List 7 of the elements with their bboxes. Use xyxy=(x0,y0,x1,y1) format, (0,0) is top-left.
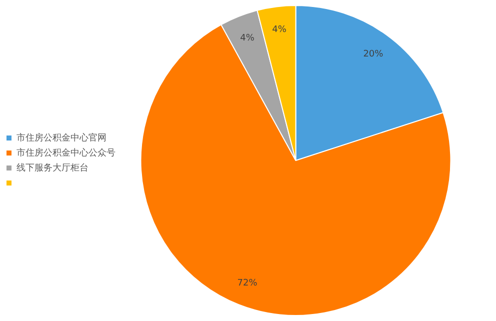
data-label: 4% xyxy=(272,25,287,36)
data-label: 72% xyxy=(237,278,258,288)
legend-label: 市住房公积金中心官网 xyxy=(16,132,106,144)
legend-label: 市住房公积金中心公众号 xyxy=(16,147,116,158)
data-label: 20% xyxy=(363,49,384,60)
data-label: 4% xyxy=(240,33,255,44)
legend-label: 线下服务大厅柜台 xyxy=(16,162,88,174)
